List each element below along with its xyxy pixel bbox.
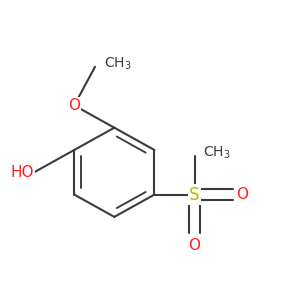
Text: CH$_3$: CH$_3$ [104, 56, 132, 72]
Text: HO: HO [11, 165, 34, 180]
Text: O: O [189, 238, 201, 253]
Text: O: O [236, 187, 248, 202]
Text: O: O [68, 98, 80, 113]
Text: S: S [189, 186, 200, 204]
Text: CH$_3$: CH$_3$ [203, 145, 231, 161]
